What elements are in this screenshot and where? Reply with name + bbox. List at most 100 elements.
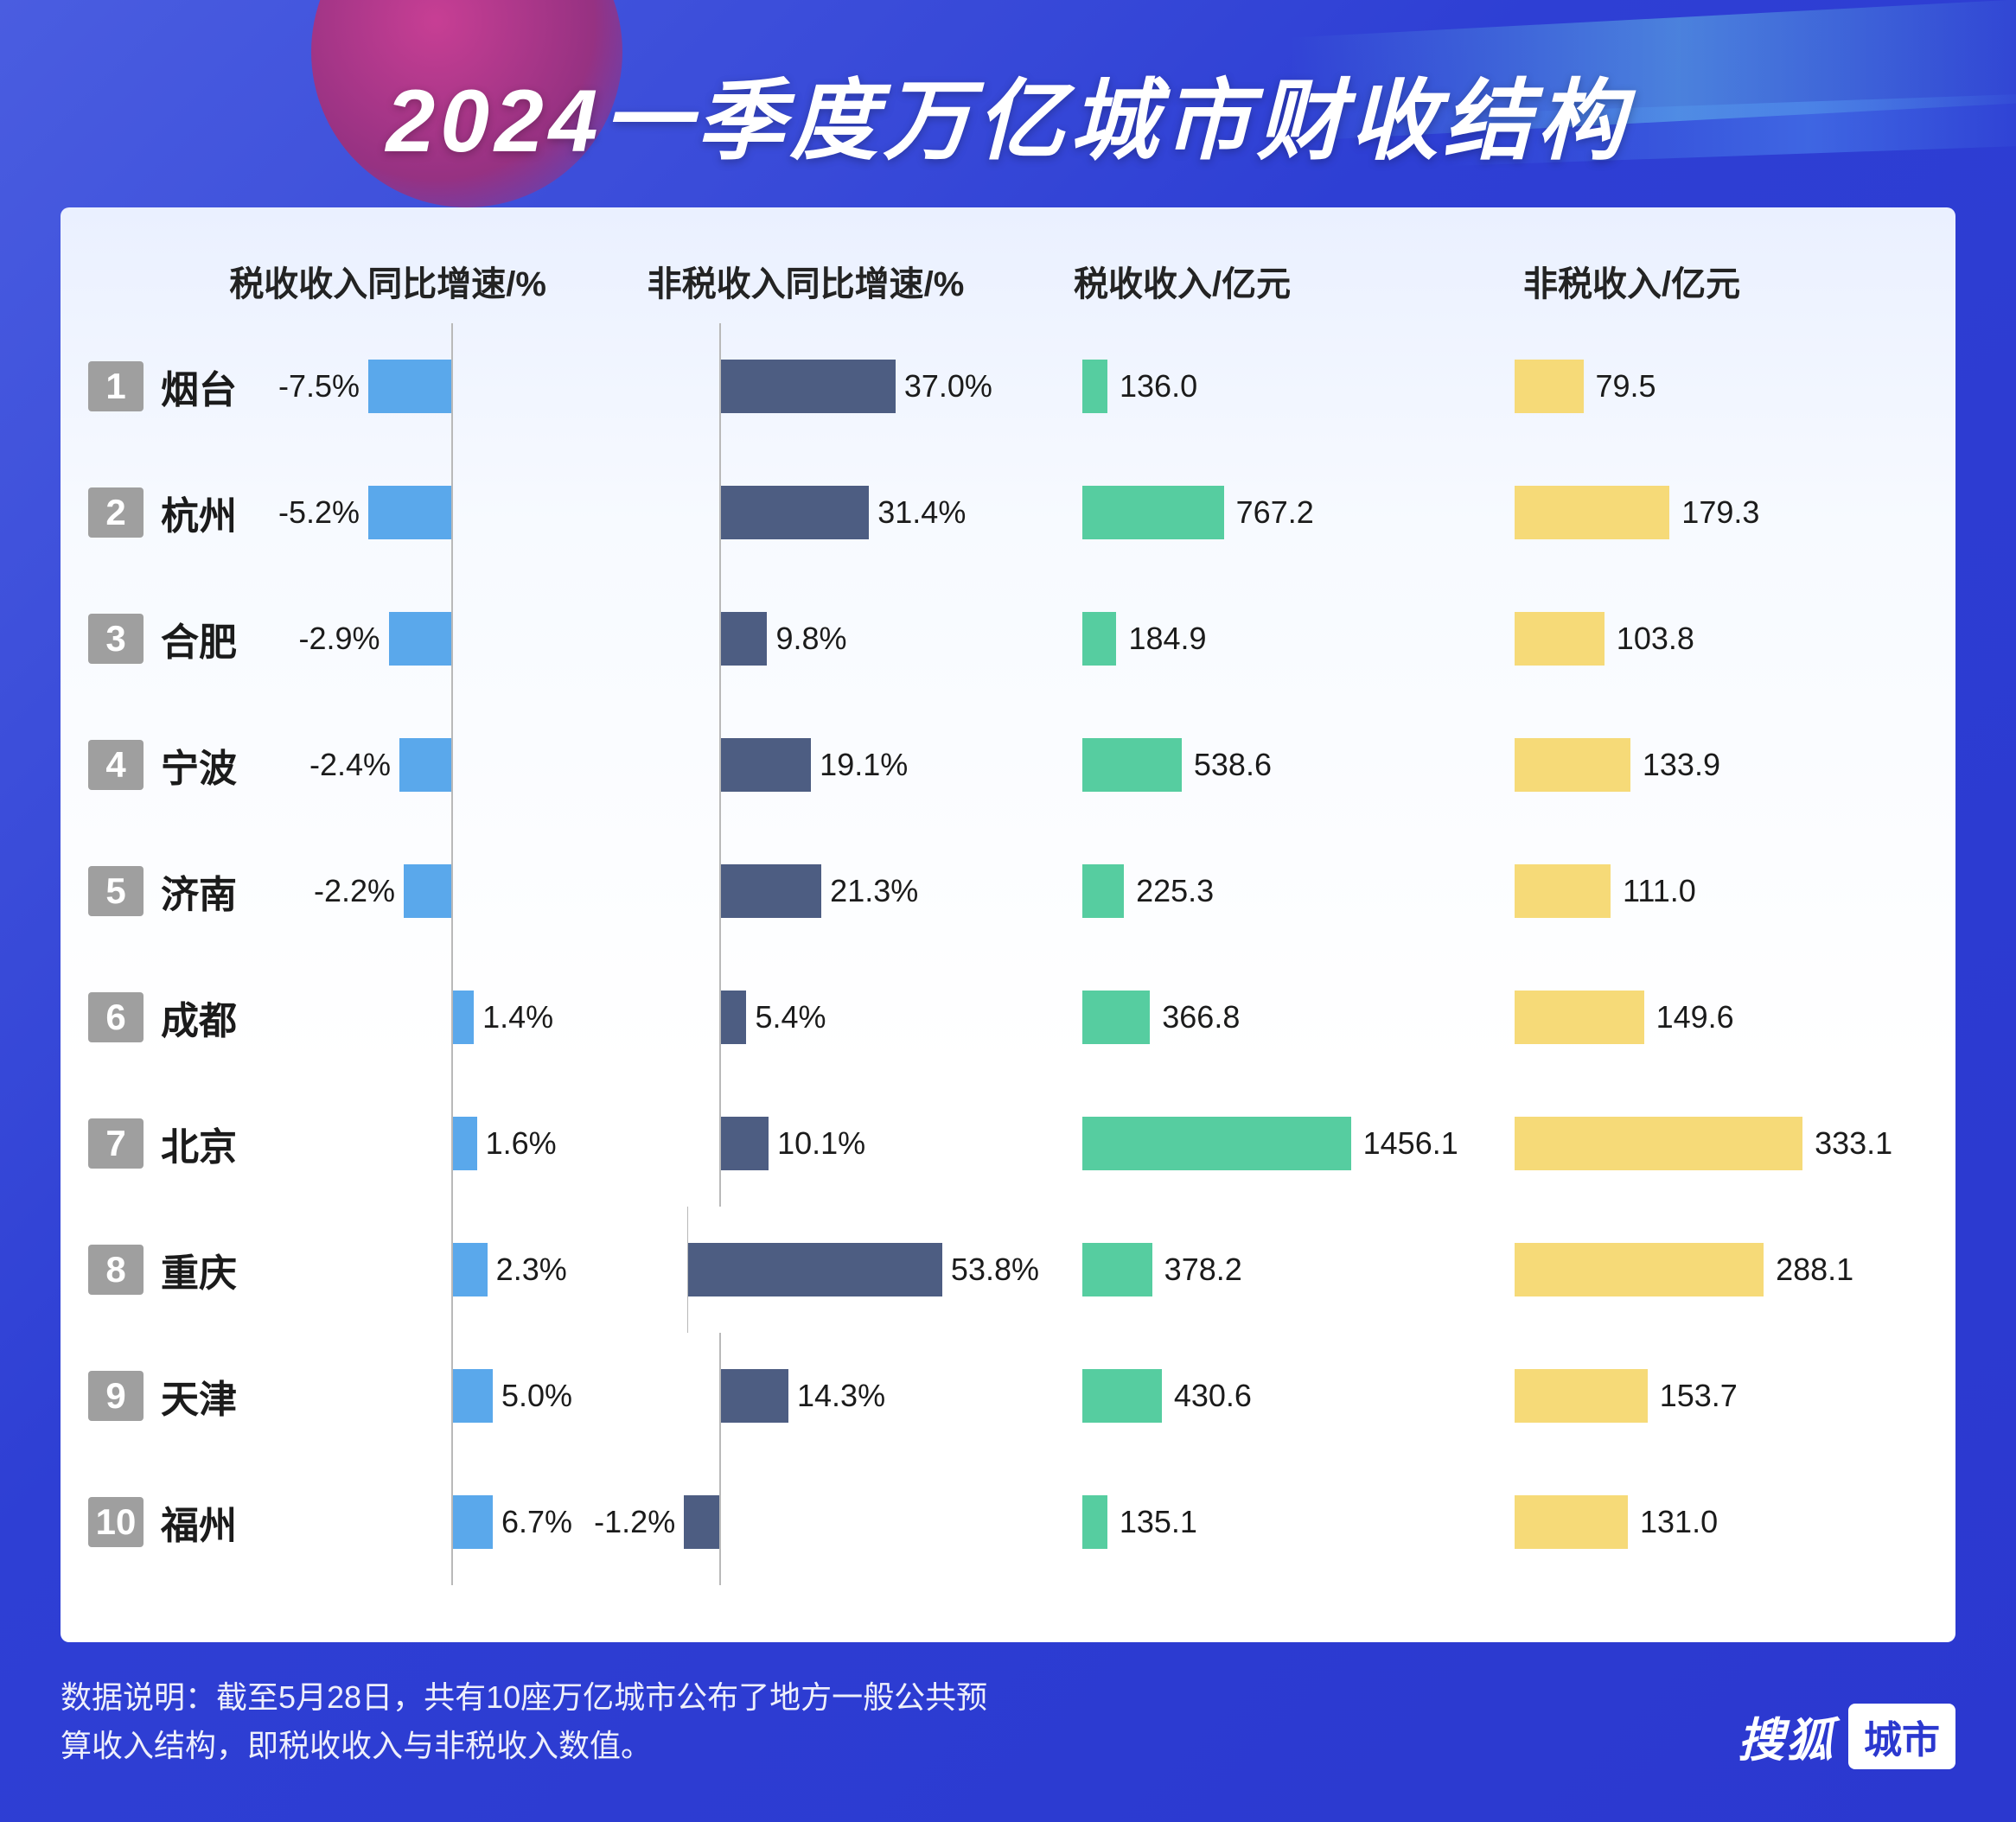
rank-city-cell: 5济南 [88,863,278,919]
table-row: 6成都1.4%5.4%366.8149.6 [88,954,1928,1080]
nontax-growth-bar [721,360,896,413]
nontax-amount-cell: 333.1 [1506,1117,1928,1170]
rank-badge: 10 [88,1497,144,1547]
tax-amount-label: 767.2 [1236,494,1314,531]
nontax-amount-label: 179.3 [1681,494,1759,531]
tax-amount-cell: 1456.1 [1039,1117,1506,1170]
header-nontax-growth: 非税收入同比增速/% [572,256,1039,306]
tax-growth-cell: 6.7% [278,1459,572,1585]
tax-amount-cell: 538.6 [1039,738,1506,792]
rank-badge: 7 [88,1118,144,1169]
rank-badge: 9 [88,1371,144,1421]
nontax-growth-label: 5.4% [755,999,826,1035]
tax-amount-cell: 184.9 [1039,612,1506,666]
tax-growth-bar [453,1243,488,1296]
nontax-amount-cell: 149.6 [1506,991,1928,1044]
nontax-growth-label: 14.3% [797,1378,885,1414]
tax-growth-label: -5.2% [278,494,360,531]
tax-growth-cell: 2.3% [278,1207,572,1333]
tax-amount-bar [1082,486,1224,539]
rank-badge: 3 [88,614,144,664]
nontax-growth-bar [688,1243,941,1296]
nontax-growth-label: 37.0% [904,368,992,405]
city-name: 合肥 [161,611,237,666]
nontax-growth-bar [721,612,767,666]
nontax-amount-cell: 153.7 [1506,1369,1928,1423]
column-headers: 税收收入同比增速/% 非税收入同比增速/% 税收收入/亿元 非税收入/亿元 [88,237,1928,306]
nontax-growth-label: 31.4% [877,494,966,531]
nontax-growth-bar [721,486,869,539]
nontax-amount-bar [1515,864,1611,918]
tax-amount-cell: 767.2 [1039,486,1506,539]
nontax-growth-label: 10.1% [777,1125,865,1162]
nontax-amount-cell: 111.0 [1506,864,1928,918]
header-tax-growth: 税收收入同比增速/% [88,256,572,306]
city-name: 北京 [161,1116,237,1171]
tax-amount-label: 430.6 [1174,1378,1252,1414]
rank-badge: 1 [88,361,144,411]
rank-badge: 4 [88,740,144,790]
tax-growth-bar [368,360,451,413]
table-row: 9天津5.0%14.3%430.6153.7 [88,1333,1928,1459]
nontax-growth-bar [684,1495,719,1549]
tax-amount-bar [1082,612,1116,666]
tax-growth-bar [453,991,474,1044]
nontax-growth-cell: 14.3% [572,1333,1039,1459]
tax-growth-label: -2.4% [309,747,391,783]
tax-amount-cell: 430.6 [1039,1369,1506,1423]
tax-amount-label: 378.2 [1164,1252,1242,1288]
nontax-amount-bar [1515,991,1644,1044]
tax-growth-bar [389,612,452,666]
tax-amount-cell: 225.3 [1039,864,1506,918]
table-row: 8重庆2.3%53.8%378.2288.1 [88,1207,1928,1333]
tax-amount-label: 135.1 [1120,1504,1197,1540]
brand-text: 搜狐 [1738,1702,1834,1770]
rank-city-cell: 6成都 [88,990,278,1045]
nontax-amount-bar [1515,1243,1764,1296]
tax-amount-bar [1082,738,1182,792]
tax-amount-label: 225.3 [1136,873,1214,909]
nontax-amount-cell: 179.3 [1506,486,1928,539]
rank-city-cell: 7 北京 [88,1116,278,1171]
tax-amount-label: 538.6 [1194,747,1272,783]
nontax-growth-cell: 10.1% [572,1080,1039,1207]
nontax-amount-label: 149.6 [1656,999,1734,1035]
nontax-growth-bar [721,864,821,918]
city-name: 重庆 [161,1242,237,1297]
city-name: 杭州 [161,485,237,540]
nontax-growth-label: 21.3% [830,873,918,909]
tax-amount-label: 136.0 [1120,368,1197,405]
table-row: 7北京1.6%10.1%1456.1333.1 [88,1080,1928,1207]
tax-growth-bar [453,1495,493,1549]
tax-growth-bar [399,738,451,792]
nontax-amount-bar [1515,612,1605,666]
table-row: 3合肥-2.9%9.8%184.9103.8 [88,576,1928,702]
rank-city-cell: 10 福州 [88,1494,278,1550]
nontax-amount-bar [1515,1369,1648,1423]
tax-amount-cell: 366.8 [1039,991,1506,1044]
note-line-2: 算收入结构，即税收收入与非税收入数值。 [61,1728,652,1763]
tax-growth-cell: -2.4% [278,702,572,828]
nontax-amount-bar [1515,738,1630,792]
tax-growth-label: 5.0% [501,1378,572,1414]
tax-amount-bar [1082,864,1124,918]
tax-amount-label: 1456.1 [1363,1125,1458,1162]
header-nontax-amount: 非税收入/亿元 [1506,256,1928,306]
nontax-amount-cell: 103.8 [1506,612,1928,666]
rank-city-cell: 4宁波 [88,737,278,793]
brand-badge: 城市 [1848,1704,1955,1769]
table-row: 1烟台-7.5%37.0%136.079.5 [88,323,1928,449]
nontax-amount-label: 288.1 [1776,1252,1853,1288]
rank-badge: 5 [88,866,144,916]
infographic-frame: 2024一季度万亿城市财收结构 税收收入同比增速/% 非税收入同比增速/% 税收… [0,0,2016,1822]
header-tax-amount: 税收收入/亿元 [1039,256,1506,306]
nontax-growth-label: 19.1% [820,747,908,783]
chart-panel: 税收收入同比增速/% 非税收入同比增速/% 税收收入/亿元 非税收入/亿元 1烟… [61,207,1955,1642]
nontax-growth-bar [721,738,811,792]
nontax-growth-cell: 53.8% [572,1207,1039,1333]
note-line-1: 数据说明：截至5月28日，共有10座万亿城市公布了地方一般公共预 [61,1679,987,1715]
city-name: 福州 [161,1494,237,1550]
rank-badge: 6 [88,992,144,1042]
footer: 数据说明：截至5月28日，共有10座万亿城市公布了地方一般公共预 算收入结构，即… [61,1673,1955,1770]
nontax-amount-label: 333.1 [1815,1125,1892,1162]
